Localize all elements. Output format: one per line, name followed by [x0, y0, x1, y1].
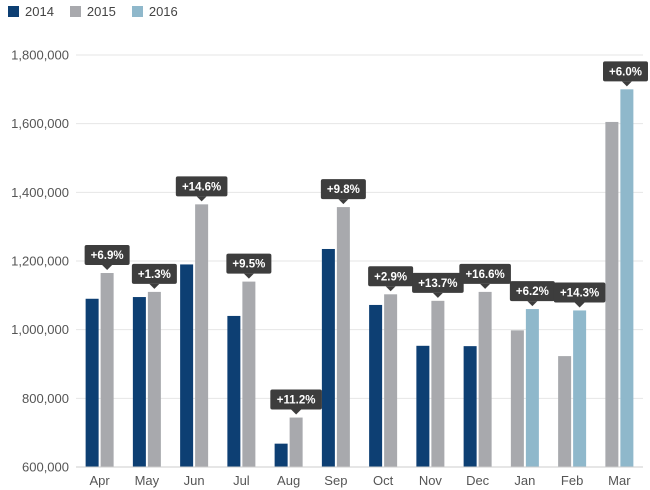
legend-item-2015[interactable]: 2015	[69, 4, 116, 19]
callout-box	[84, 245, 130, 266]
x-tick-label: Jan	[514, 473, 535, 488]
callout-label: +2.9%	[374, 271, 407, 283]
callout-pointer	[480, 283, 491, 289]
legend-item-2016[interactable]: 2016	[131, 4, 178, 19]
bar-2014	[274, 443, 288, 467]
legend-label-2014: 2014	[25, 4, 54, 19]
y-tick-label: 1,000,000	[11, 322, 69, 337]
x-tick-label: Sep	[324, 473, 347, 488]
callout-pointer	[149, 283, 160, 289]
callout-box	[270, 389, 322, 410]
bar-2015	[195, 204, 209, 467]
x-tick-label: May	[135, 473, 160, 488]
callout-label: +14.3%	[560, 287, 599, 299]
x-tick-label: Jun	[184, 473, 205, 488]
legend-swatch-2014	[8, 6, 19, 17]
callout-box	[320, 179, 366, 200]
x-tick-label: Oct	[373, 473, 394, 488]
x-tick-label: Apr	[90, 473, 111, 488]
y-tick-label: 1,200,000	[11, 254, 69, 269]
bar-2016	[620, 89, 634, 467]
bar-2014	[85, 298, 99, 467]
x-tick-label: Nov	[419, 473, 443, 488]
callout-box	[226, 253, 272, 274]
bar-2015	[242, 281, 256, 467]
legend-swatch-2015	[69, 6, 81, 17]
callout-pointer	[291, 409, 302, 415]
y-tick-label: 1,400,000	[11, 185, 69, 200]
callout-pointer	[102, 265, 113, 271]
legend-swatch-2016	[131, 6, 143, 17]
legend-item-2014[interactable]: 2014	[8, 4, 54, 19]
callout-label: +16.6%	[465, 269, 504, 281]
x-tick-label: Mar	[608, 473, 631, 488]
callout-label: +6.9%	[91, 250, 124, 262]
callout-pointer	[338, 199, 349, 205]
x-tick-label: Feb	[561, 473, 583, 488]
bar-2015	[478, 291, 492, 467]
bar-2014	[416, 345, 430, 467]
callout-box	[412, 272, 464, 293]
callout-label: +6.0%	[609, 66, 642, 78]
y-tick-label: 600,000	[22, 460, 69, 475]
x-tick-label: Jul	[233, 473, 250, 488]
legend-label-2015: 2015	[86, 4, 116, 19]
bar-2015	[289, 417, 303, 467]
y-tick-label: 1,800,000	[11, 48, 69, 63]
bar-2015	[384, 294, 398, 467]
bar-2016	[573, 310, 587, 467]
callout-pointer	[432, 292, 443, 298]
callout-label: +6.2%	[516, 286, 549, 298]
bar-2015	[336, 207, 350, 467]
bar-2015	[147, 291, 161, 467]
y-tick-label: 800,000	[22, 391, 69, 406]
bar-2014	[321, 248, 335, 467]
callout-pointer	[196, 196, 207, 202]
bar-2016	[525, 309, 539, 467]
callout-box	[603, 61, 648, 82]
bar-2015	[605, 121, 619, 467]
callout-label: +11.2%	[277, 395, 316, 407]
callout-label: +9.8%	[327, 184, 360, 196]
callout-box	[131, 263, 177, 284]
legend: 2014 2015 2016	[8, 4, 178, 19]
bar-2015	[431, 300, 445, 467]
bar-2014	[369, 304, 383, 467]
y-tick-label: 1,600,000	[11, 116, 69, 131]
bar-2015	[100, 273, 114, 467]
bar-2015	[510, 330, 524, 467]
legend-label-2016: 2016	[148, 4, 178, 19]
bar-2014	[227, 315, 241, 467]
bar-2014	[132, 297, 146, 467]
callout-box	[553, 282, 606, 303]
bar-2014	[180, 264, 194, 467]
callout-pointer	[574, 302, 585, 308]
callout-pointer	[243, 273, 254, 279]
callout-label: +14.6%	[182, 181, 221, 193]
callout-label: +1.3%	[138, 269, 171, 281]
bar-2014	[463, 346, 477, 467]
callout-box	[175, 176, 228, 197]
bar-2015	[558, 356, 572, 467]
callout-label: +13.7%	[418, 278, 457, 290]
callout-box	[368, 266, 414, 287]
x-tick-label: Dec	[466, 473, 490, 488]
callout-pointer	[527, 301, 538, 307]
callout-pointer	[621, 81, 632, 87]
callout-box	[509, 281, 555, 302]
callout-box	[459, 263, 511, 284]
x-tick-label: Aug	[277, 473, 300, 488]
callout-label: +9.5%	[232, 259, 265, 271]
callout-pointer	[385, 286, 396, 292]
